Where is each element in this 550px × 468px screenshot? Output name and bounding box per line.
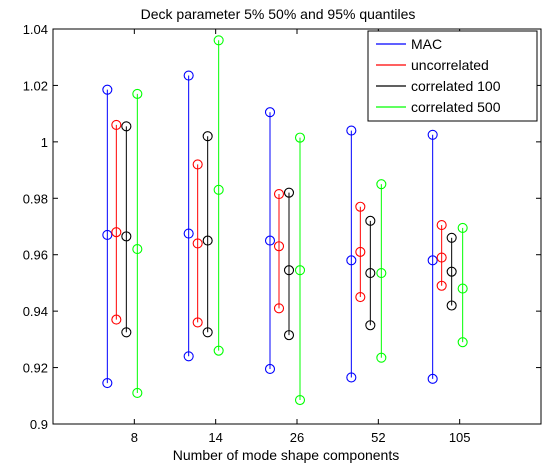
marker-q95 (436, 220, 447, 231)
marker-q95 (376, 179, 387, 190)
marker-q50 (102, 229, 113, 241)
legend-label: correlated 100 (411, 78, 501, 94)
marker-q50 (192, 238, 203, 249)
marker-q95 (273, 189, 285, 200)
marker-q50 (346, 255, 357, 266)
y-axis: 0.9 0.92 0.94 0.96 0.98 1 1.02 1.04 (23, 22, 541, 432)
x-axis: 8 14 26 52 105 (131, 29, 471, 445)
y-tick-label: 1.02 (23, 78, 48, 93)
marker-q05 (446, 300, 457, 311)
legend: MAC uncorrelated correlated 100 correlated … (367, 30, 538, 122)
marker-q05 (202, 327, 213, 338)
x-tick-label: 52 (371, 430, 385, 445)
marker-q50 (376, 268, 387, 279)
y-tick-label: 0.9 (30, 417, 48, 432)
marker-q50 (457, 283, 468, 294)
marker-q95 (192, 159, 203, 170)
marker-q95 (283, 187, 295, 198)
marker-q95 (264, 107, 276, 118)
y-tick-label: 0.96 (23, 248, 48, 263)
marker-q05 (264, 363, 276, 375)
legend-label: uncorrelated (411, 57, 489, 73)
marker-q05 (192, 317, 203, 328)
marker-q05 (365, 320, 376, 331)
marker-q50 (365, 268, 376, 279)
marker-q05 (102, 378, 113, 389)
y-tick-label: 1 (41, 135, 48, 150)
marker-q05 (457, 337, 468, 348)
marker-q95 (294, 132, 306, 143)
marker-q50 (183, 228, 194, 239)
marker-q05 (294, 394, 306, 406)
marker-q05 (132, 387, 143, 399)
marker-q95 (132, 88, 143, 99)
marker-q95 (427, 129, 438, 140)
marker-q50 (294, 265, 306, 276)
x-axis-title: Number of mode shape components (173, 447, 399, 463)
marker-q95 (202, 131, 213, 142)
series-uncorrelated (111, 119, 447, 328)
marker-q95 (365, 215, 376, 226)
marker-q50 (121, 231, 132, 242)
marker-q95 (355, 201, 366, 212)
x-tick-label: 14 (208, 430, 222, 445)
marker-q50 (436, 252, 447, 263)
x-tick-label: 26 (290, 430, 304, 445)
marker-q50 (132, 244, 143, 255)
marker-q05 (283, 330, 295, 341)
marker-q05 (213, 345, 224, 356)
y-tick-label: 0.92 (23, 361, 48, 376)
series-correlated-500 (132, 35, 468, 406)
marker-q95 (457, 222, 468, 233)
marker-q05 (436, 280, 447, 291)
x-tick-label: 8 (131, 430, 138, 445)
legend-box (367, 30, 538, 122)
marker-q95 (121, 121, 132, 132)
marker-q50 (427, 255, 438, 266)
marker-q50 (202, 235, 213, 246)
y-tick-label: 0.94 (23, 304, 48, 319)
marker-q50 (355, 246, 366, 257)
y-tick-label: 0.98 (23, 191, 48, 206)
marker-q05 (121, 327, 132, 338)
series-MAC (102, 70, 438, 389)
marker-q50 (213, 184, 224, 195)
chart-title: Deck parameter 5% 50% and 95% quantiles (141, 6, 416, 22)
x-tick-label: 105 (449, 430, 471, 445)
marker-q05 (183, 351, 194, 362)
marker-q95 (213, 35, 224, 46)
marker-q05 (427, 373, 438, 384)
marker-q50 (283, 265, 295, 276)
marker-q95 (446, 232, 457, 243)
marker-q95 (183, 70, 194, 81)
marker-q05 (273, 303, 285, 314)
legend-label: MAC (411, 36, 442, 52)
marker-q05 (346, 372, 357, 383)
legend-label: correlated 500 (411, 99, 501, 115)
marker-q50 (264, 235, 276, 246)
marker-q05 (376, 352, 387, 363)
series-correlated-100 (121, 121, 457, 341)
marker-q05 (355, 291, 366, 303)
plot-area (102, 35, 468, 406)
marker-q95 (111, 119, 122, 130)
marker-q50 (111, 227, 122, 238)
marker-q50 (273, 241, 285, 252)
marker-q95 (346, 125, 357, 136)
y-tick-label: 1.04 (23, 22, 48, 37)
marker-q95 (102, 84, 113, 95)
marker-q50 (446, 266, 457, 277)
marker-q05 (111, 314, 122, 325)
